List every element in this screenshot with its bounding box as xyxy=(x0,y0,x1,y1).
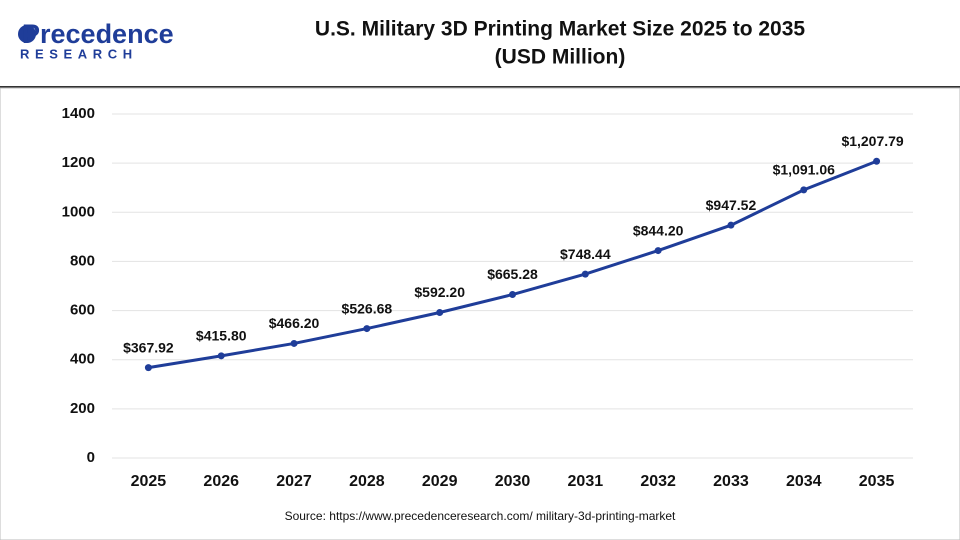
point xyxy=(654,247,662,255)
x-tick-label: 2029 xyxy=(422,473,458,490)
y-tick-label: 1400 xyxy=(62,105,95,122)
x-tick-label: 2032 xyxy=(640,473,676,490)
point xyxy=(509,291,516,299)
y-tick-label: 600 xyxy=(70,302,95,319)
value-label: $947.52 xyxy=(706,197,757,213)
frame xyxy=(0,87,960,540)
value-label: $526.68 xyxy=(342,300,393,316)
chart-subtitle: (USD Million) xyxy=(495,46,626,69)
source: Source: https://www.precedenceresearch.c… xyxy=(285,509,676,523)
value-label: $415.80 xyxy=(196,328,247,344)
y-tick-label: 200 xyxy=(70,400,95,417)
point xyxy=(581,270,589,278)
value-label: $592.20 xyxy=(414,284,465,300)
value-label: $1,091.06 xyxy=(773,162,835,178)
x-tick-label: 2028 xyxy=(349,473,385,490)
point xyxy=(290,339,298,347)
value-label: $1,207.79 xyxy=(841,133,903,149)
value-label: $665.28 xyxy=(487,266,538,282)
point xyxy=(363,325,371,333)
y-tick-label: 0 xyxy=(87,449,95,466)
x-tick-label: 2035 xyxy=(859,473,895,490)
y-tick-label: 800 xyxy=(70,252,95,269)
x-tick-label: 2026 xyxy=(203,473,239,490)
logo-tagline: RESEARCH xyxy=(20,46,138,61)
point xyxy=(217,352,225,360)
logo-name: Precedence xyxy=(22,19,174,49)
value-label: $844.20 xyxy=(633,222,684,238)
point xyxy=(144,364,152,372)
point xyxy=(727,221,735,229)
point xyxy=(800,186,808,194)
value-label: $748.44 xyxy=(560,246,611,262)
x-tick-label: 2031 xyxy=(568,473,604,490)
x-tick-label: 2034 xyxy=(786,473,822,490)
x-tick-label: 2025 xyxy=(131,473,167,490)
x-tick-label: 2027 xyxy=(276,473,312,490)
value-label: $367.92 xyxy=(123,339,174,355)
y-tick-label: 1000 xyxy=(62,203,95,220)
x-tick-label: 2030 xyxy=(495,473,531,490)
value-label: $466.20 xyxy=(269,315,320,331)
logo-icon xyxy=(18,25,36,43)
chart-title: U.S. Military 3D Printing Market Size 20… xyxy=(315,18,805,41)
x-tick-label: 2033 xyxy=(713,473,749,490)
y-tick-label: 400 xyxy=(70,351,95,368)
point xyxy=(436,308,444,316)
point xyxy=(873,157,881,165)
y-tick-label: 1200 xyxy=(62,154,95,171)
